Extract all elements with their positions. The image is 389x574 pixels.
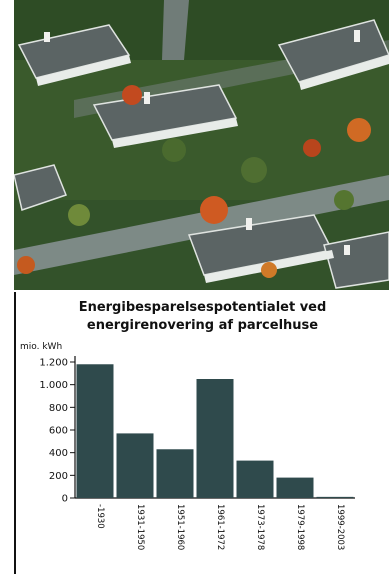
bar (236, 460, 274, 498)
y-tick-label: 200 (49, 471, 68, 482)
y-tick-label: 600 (49, 426, 68, 437)
chart-title-line-2: energirenovering af parcelhuse (86, 318, 319, 333)
x-tick-label: 1951-1960 (175, 504, 185, 550)
chart-title: Energibesparelsespotentialet ved energir… (30, 299, 375, 335)
bar (316, 496, 354, 498)
y-axis-unit-label: mio. kWh (20, 342, 62, 352)
y-tick-label: 1.200 (39, 358, 68, 369)
x-tick-labels: -1930 1931-1950 1951-1960 1961-1972 1973-197… (95, 504, 345, 550)
chart-title-line-1: Energibesparelsespotentialet ved (78, 300, 327, 315)
bars (76, 364, 354, 498)
y-tick-label: 0 (62, 494, 68, 505)
x-tick-label: 1979-1998 (295, 504, 305, 550)
bar (276, 477, 314, 498)
x-tick-label: 1973-1978 (255, 504, 265, 550)
x-tick-label: -1930 (95, 504, 105, 529)
chart-border (14, 292, 16, 574)
bar (196, 379, 234, 498)
y-tick-label: 1.000 (39, 380, 68, 391)
y-ticks: 1.200 1.000 800 600 400 200 0 (39, 358, 75, 505)
y-tick-label: 400 (49, 448, 68, 459)
aerial-houses-photo (14, 0, 389, 290)
bar (76, 364, 114, 498)
x-tick-label: 1999-2003 (335, 504, 345, 550)
y-tick-label: 800 (49, 403, 68, 414)
bar (156, 449, 194, 498)
bar (116, 433, 154, 498)
x-tick-label: 1931-1950 (135, 504, 145, 550)
x-tick-label: 1961-1972 (215, 504, 225, 550)
